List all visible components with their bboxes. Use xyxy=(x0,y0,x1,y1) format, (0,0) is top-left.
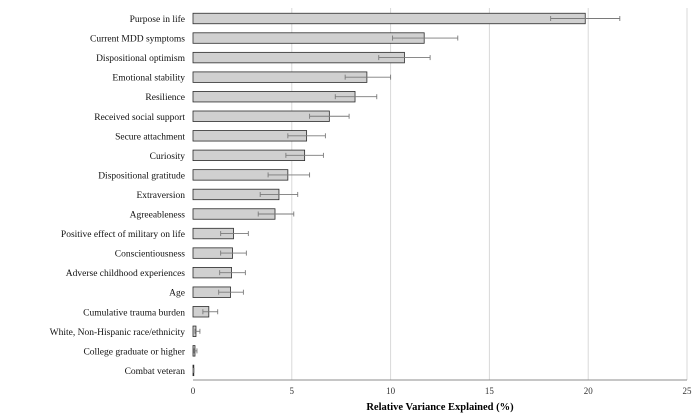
x-tick-label: 15 xyxy=(485,386,495,396)
error-bar xyxy=(194,328,201,334)
error-bar xyxy=(287,133,326,139)
category-label: White, Non-Hispanic race/ethnicity xyxy=(50,328,186,338)
bar xyxy=(192,110,330,122)
error-bar xyxy=(334,94,378,100)
bars xyxy=(192,12,586,377)
category-label: Curiosity xyxy=(150,152,186,162)
category-label: Extraversion xyxy=(136,191,185,201)
category-label: Agreeableness xyxy=(130,211,186,221)
x-tick-label: 20 xyxy=(584,386,594,396)
bar xyxy=(192,71,368,83)
category-label: Cumulative trauma burden xyxy=(83,308,185,318)
error-bar xyxy=(220,250,247,256)
x-tick-labels: 0 5 10 15 20 25 xyxy=(191,386,692,396)
error-bar xyxy=(257,211,295,217)
error-bar xyxy=(550,16,621,21)
x-tick-label: 5 xyxy=(290,386,295,396)
category-label: Emotional stability xyxy=(112,74,185,84)
x-axis-title: Relative Variance Explained (%) xyxy=(366,402,514,413)
category-label: Adverse childhood experiences xyxy=(66,269,186,279)
category-labels: Purpose in life Current MDD symptoms Dispo… xyxy=(50,14,186,377)
bar xyxy=(192,12,586,25)
error-bar xyxy=(378,55,431,61)
error-bar xyxy=(202,309,219,315)
category-label: Purpose in life xyxy=(130,14,185,25)
error-bar xyxy=(285,152,324,158)
category-label: Current MDD symptoms xyxy=(90,35,185,45)
error-bar xyxy=(344,74,392,80)
x-tick-label: 25 xyxy=(683,386,693,396)
error-bar xyxy=(192,367,195,373)
error-bars xyxy=(192,16,621,373)
bar xyxy=(192,51,405,64)
category-label: College graduate or higher xyxy=(83,347,185,357)
error-bar xyxy=(218,289,244,295)
category-label: Age xyxy=(169,289,185,299)
bar xyxy=(192,32,425,44)
x-tick-label: 0 xyxy=(191,386,196,396)
error-bar xyxy=(219,270,246,276)
bar xyxy=(192,91,356,103)
error-bar xyxy=(193,348,198,354)
category-label: Dispositional optimism xyxy=(96,54,186,64)
error-bar xyxy=(259,191,299,197)
x-tick-label: 10 xyxy=(386,386,396,396)
error-bar xyxy=(267,172,311,178)
category-label: Combat veteran xyxy=(125,367,186,377)
error-bar xyxy=(392,35,459,41)
category-label: Received social support xyxy=(94,113,185,123)
category-label: Conscientiousness xyxy=(115,250,185,260)
gridlines xyxy=(291,8,688,380)
category-label: Positive effect of military on life xyxy=(61,229,185,240)
error-bar xyxy=(220,231,249,237)
category-label: Secure attachment xyxy=(115,132,185,142)
error-bar xyxy=(309,113,350,119)
category-label: Dispositional gratitude xyxy=(98,171,185,181)
category-label: Resilience xyxy=(145,93,185,103)
